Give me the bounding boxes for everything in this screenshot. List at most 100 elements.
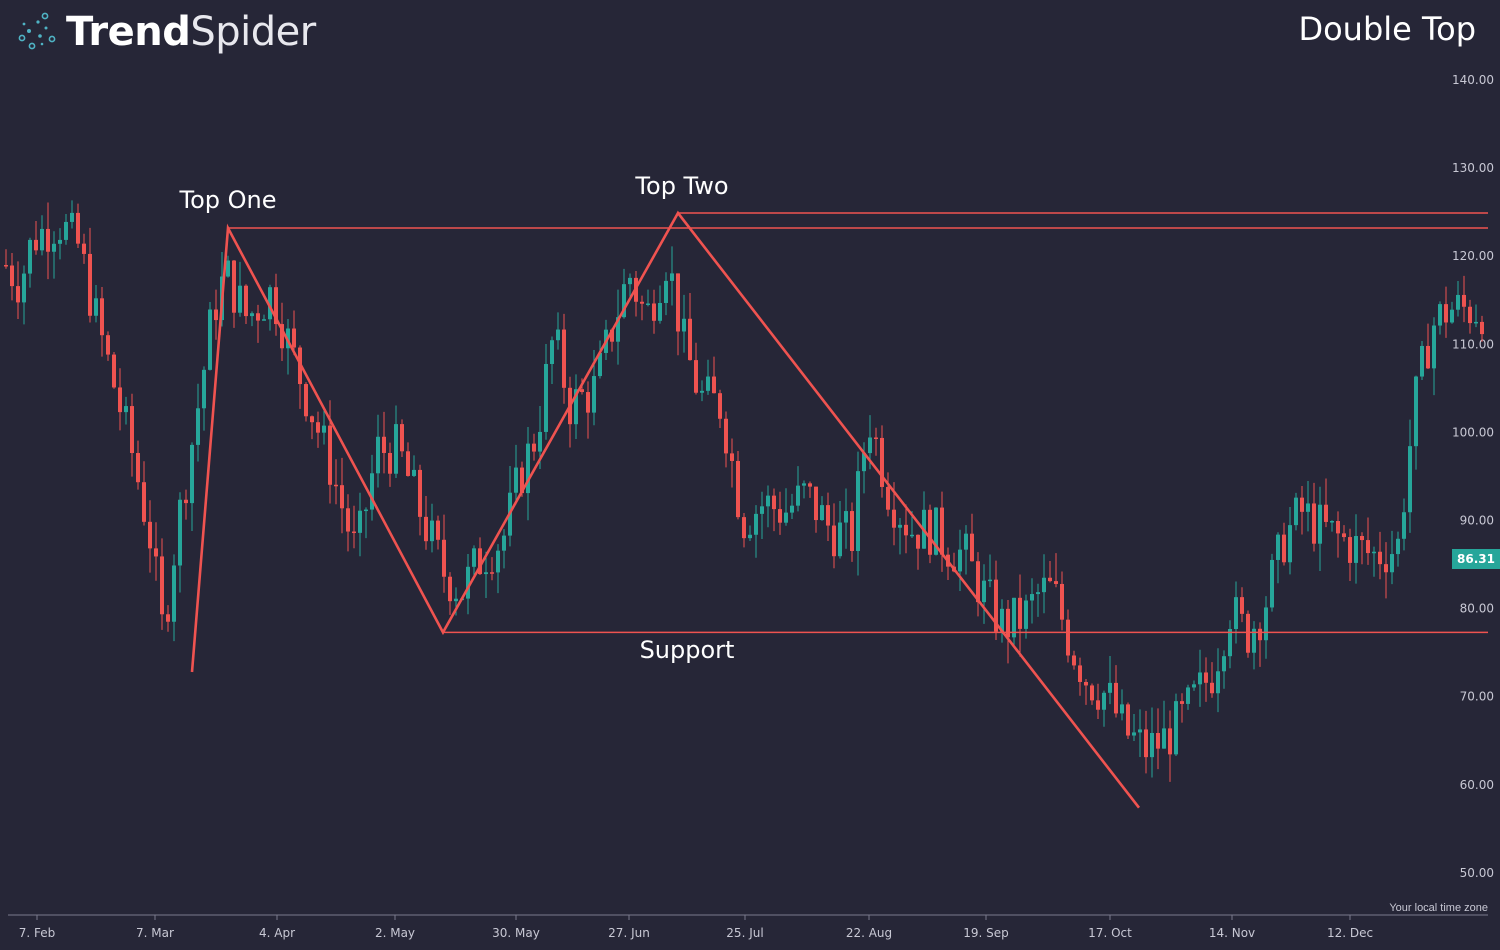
price-tick-label: 130.00	[1452, 161, 1494, 175]
candle	[544, 344, 548, 440]
candle	[4, 249, 8, 269]
candle-body	[124, 406, 128, 413]
candle-body	[1210, 682, 1214, 694]
candle	[238, 261, 242, 317]
time-tick-label: 2. May	[375, 926, 415, 940]
candle	[484, 551, 488, 599]
candle-body	[1366, 540, 1370, 554]
candle	[340, 457, 344, 534]
candle-body	[610, 329, 614, 342]
candle-body	[1204, 672, 1208, 683]
candle-body	[994, 579, 998, 632]
candle	[1252, 621, 1256, 670]
candle	[808, 481, 812, 498]
candle	[1162, 700, 1166, 749]
candle-body	[1240, 597, 1244, 614]
candle-body	[1168, 728, 1172, 755]
candle-body	[292, 328, 296, 348]
candle-body	[1450, 309, 1454, 323]
candle	[1396, 531, 1400, 567]
candle	[832, 503, 836, 569]
candle	[712, 356, 716, 394]
candle-body	[1048, 577, 1052, 582]
candle	[112, 352, 116, 389]
candle-body	[376, 436, 380, 474]
candle	[136, 440, 140, 490]
candle-body	[202, 369, 206, 409]
candle-body	[484, 572, 488, 575]
axes: 140.00 130.00 120.00 110.00 100.00 90.00 80.00…	[8, 73, 1494, 940]
candle-body	[136, 453, 140, 483]
timezone-note[interactable]: Your local time zone	[1389, 902, 1488, 914]
candle	[736, 451, 740, 520]
candle-body	[712, 376, 716, 394]
candle-body	[586, 392, 590, 413]
candle-body	[1192, 684, 1196, 688]
candle	[1078, 657, 1082, 696]
candle-body	[418, 469, 422, 517]
candle	[1024, 594, 1028, 639]
candle-body	[868, 437, 872, 454]
candle	[562, 313, 566, 404]
candle	[430, 503, 434, 553]
candle	[508, 465, 512, 547]
candle-body	[1198, 672, 1202, 685]
time-tick-label: 12. Dec	[1327, 926, 1373, 940]
candle	[1276, 532, 1280, 584]
candle	[784, 488, 788, 526]
pattern-title: Double Top	[1298, 10, 1476, 48]
candle	[514, 444, 518, 505]
candle	[1204, 657, 1208, 702]
candle-body	[790, 505, 794, 513]
candle	[1000, 599, 1004, 643]
candle	[982, 564, 986, 624]
candle	[1294, 492, 1298, 531]
candle-body	[358, 510, 362, 533]
candle	[1288, 507, 1292, 575]
candle-body	[856, 471, 860, 551]
candle-body	[1102, 692, 1106, 710]
candle	[700, 380, 704, 402]
candle-body	[1222, 656, 1226, 672]
candle-body	[184, 499, 188, 504]
candle-body	[1330, 520, 1334, 523]
candle-body	[940, 507, 944, 555]
candle	[1264, 596, 1268, 659]
candle-body	[370, 473, 374, 510]
candle-body	[1150, 732, 1154, 758]
candle-body	[442, 539, 446, 577]
candle-body	[352, 531, 356, 534]
candle-body	[1306, 503, 1310, 512]
candle	[58, 228, 62, 260]
candle-body	[1390, 554, 1394, 573]
candle-body	[388, 452, 392, 474]
candle	[388, 442, 392, 487]
candle-body	[556, 329, 560, 341]
candle-body	[1300, 497, 1304, 512]
candle	[46, 202, 50, 280]
candle-body	[1036, 592, 1040, 595]
candle	[1054, 553, 1058, 588]
candle	[1174, 693, 1178, 756]
candle-body	[622, 284, 626, 318]
candle	[826, 492, 830, 542]
candle-body	[1066, 619, 1070, 656]
candle	[1222, 650, 1226, 689]
candle-body	[670, 273, 674, 281]
candle-body	[1378, 551, 1382, 565]
candle	[1096, 683, 1100, 719]
candle	[418, 464, 422, 536]
candle-body	[640, 301, 644, 304]
candle	[1426, 323, 1430, 370]
candle-body	[742, 517, 746, 539]
candle	[190, 442, 194, 532]
candle	[1048, 560, 1052, 583]
candle-body	[1138, 729, 1142, 733]
time-tick-label: 25. Jul	[726, 926, 763, 940]
candle-body	[844, 511, 848, 523]
candle	[766, 485, 770, 528]
candle	[1072, 650, 1076, 670]
candle	[790, 493, 794, 519]
candle	[568, 376, 572, 448]
double-top-zigzag	[190, 210, 1141, 809]
